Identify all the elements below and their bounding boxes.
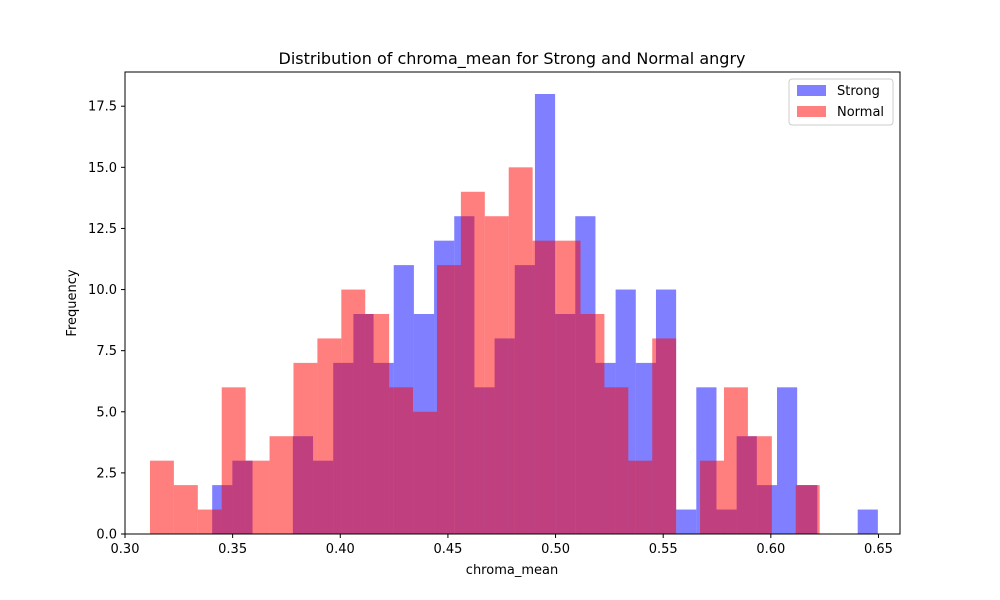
bar-normal-19	[604, 387, 629, 534]
bar-normal-10	[389, 387, 414, 534]
bar-normal-20	[628, 460, 653, 534]
x-axis-ticks: 0.30 0.35 0.40 0.45 0.50 0.55 0.60 0.65	[111, 534, 893, 557]
bar-normal-13	[460, 191, 485, 534]
bar-normal-12	[436, 265, 461, 534]
x-tick-label: 0.65	[864, 542, 893, 557]
legend-swatch-strong	[797, 85, 826, 96]
bar-normal-23	[700, 460, 724, 534]
bar-normal-6	[293, 362, 318, 534]
x-axis-label: chroma_mean	[466, 563, 558, 578]
bar-normal-17	[556, 240, 581, 535]
y-tick-label: 12.5	[88, 222, 117, 237]
bar-normal-21	[652, 338, 677, 534]
bar-normal-25	[747, 436, 772, 534]
bar-normal-24	[723, 387, 748, 534]
y-tick-label: 5.0	[96, 405, 117, 420]
bar-normal-5	[269, 436, 294, 534]
bar-normal-16	[532, 240, 557, 535]
bar-strong-28	[776, 387, 798, 534]
x-tick-label: 0.60	[756, 542, 785, 557]
x-tick-label: 0.30	[111, 542, 140, 557]
plot-area-frame	[124, 71, 901, 535]
bar-normal-2	[197, 509, 222, 534]
y-tick-label: 15.0	[88, 161, 117, 176]
legend: Strong Normal	[788, 78, 894, 126]
bar-normal-7	[317, 338, 342, 534]
x-tick-label: 0.45	[433, 542, 462, 557]
legend-label-strong: Strong	[837, 84, 880, 99]
x-tick-label: 0.50	[541, 542, 570, 557]
bar-normal-9	[365, 314, 390, 534]
bar-normal-11	[413, 411, 437, 534]
bar-normal-8	[341, 289, 366, 534]
y-tick-label: 10.0	[88, 283, 117, 298]
y-tick-label: 7.5	[96, 344, 117, 359]
y-tick-label: 17.5	[88, 100, 117, 115]
bar-normal-14	[484, 216, 509, 534]
legend-label-normal: Normal	[837, 105, 884, 120]
x-tick-label: 0.35	[218, 542, 247, 557]
x-tick-label: 0.40	[326, 542, 355, 557]
bar-normal-18	[580, 314, 605, 534]
series-normal-bars	[149, 167, 820, 535]
y-axis-label: Frequency	[65, 269, 80, 336]
bar-strong-32	[857, 509, 878, 534]
bar-normal-3	[221, 387, 246, 534]
y-tick-label: 2.5	[96, 466, 117, 481]
bar-normal-0	[149, 460, 174, 534]
legend-swatch-normal	[797, 106, 826, 117]
bar-strong-23	[676, 509, 697, 534]
chart-title: Distribution of chroma_mean for Strong a…	[279, 49, 746, 69]
bar-normal-4	[245, 460, 270, 534]
bar-normal-1	[173, 485, 198, 534]
bar-normal-15	[508, 167, 533, 534]
y-tick-label: 0.0	[96, 528, 117, 543]
x-tick-label: 0.55	[649, 542, 678, 557]
y-axis-ticks: 0.0 2.5 5.0 7.5 10.0 12.5 15.0 17.5	[88, 100, 125, 543]
bar-normal-27	[795, 485, 820, 534]
